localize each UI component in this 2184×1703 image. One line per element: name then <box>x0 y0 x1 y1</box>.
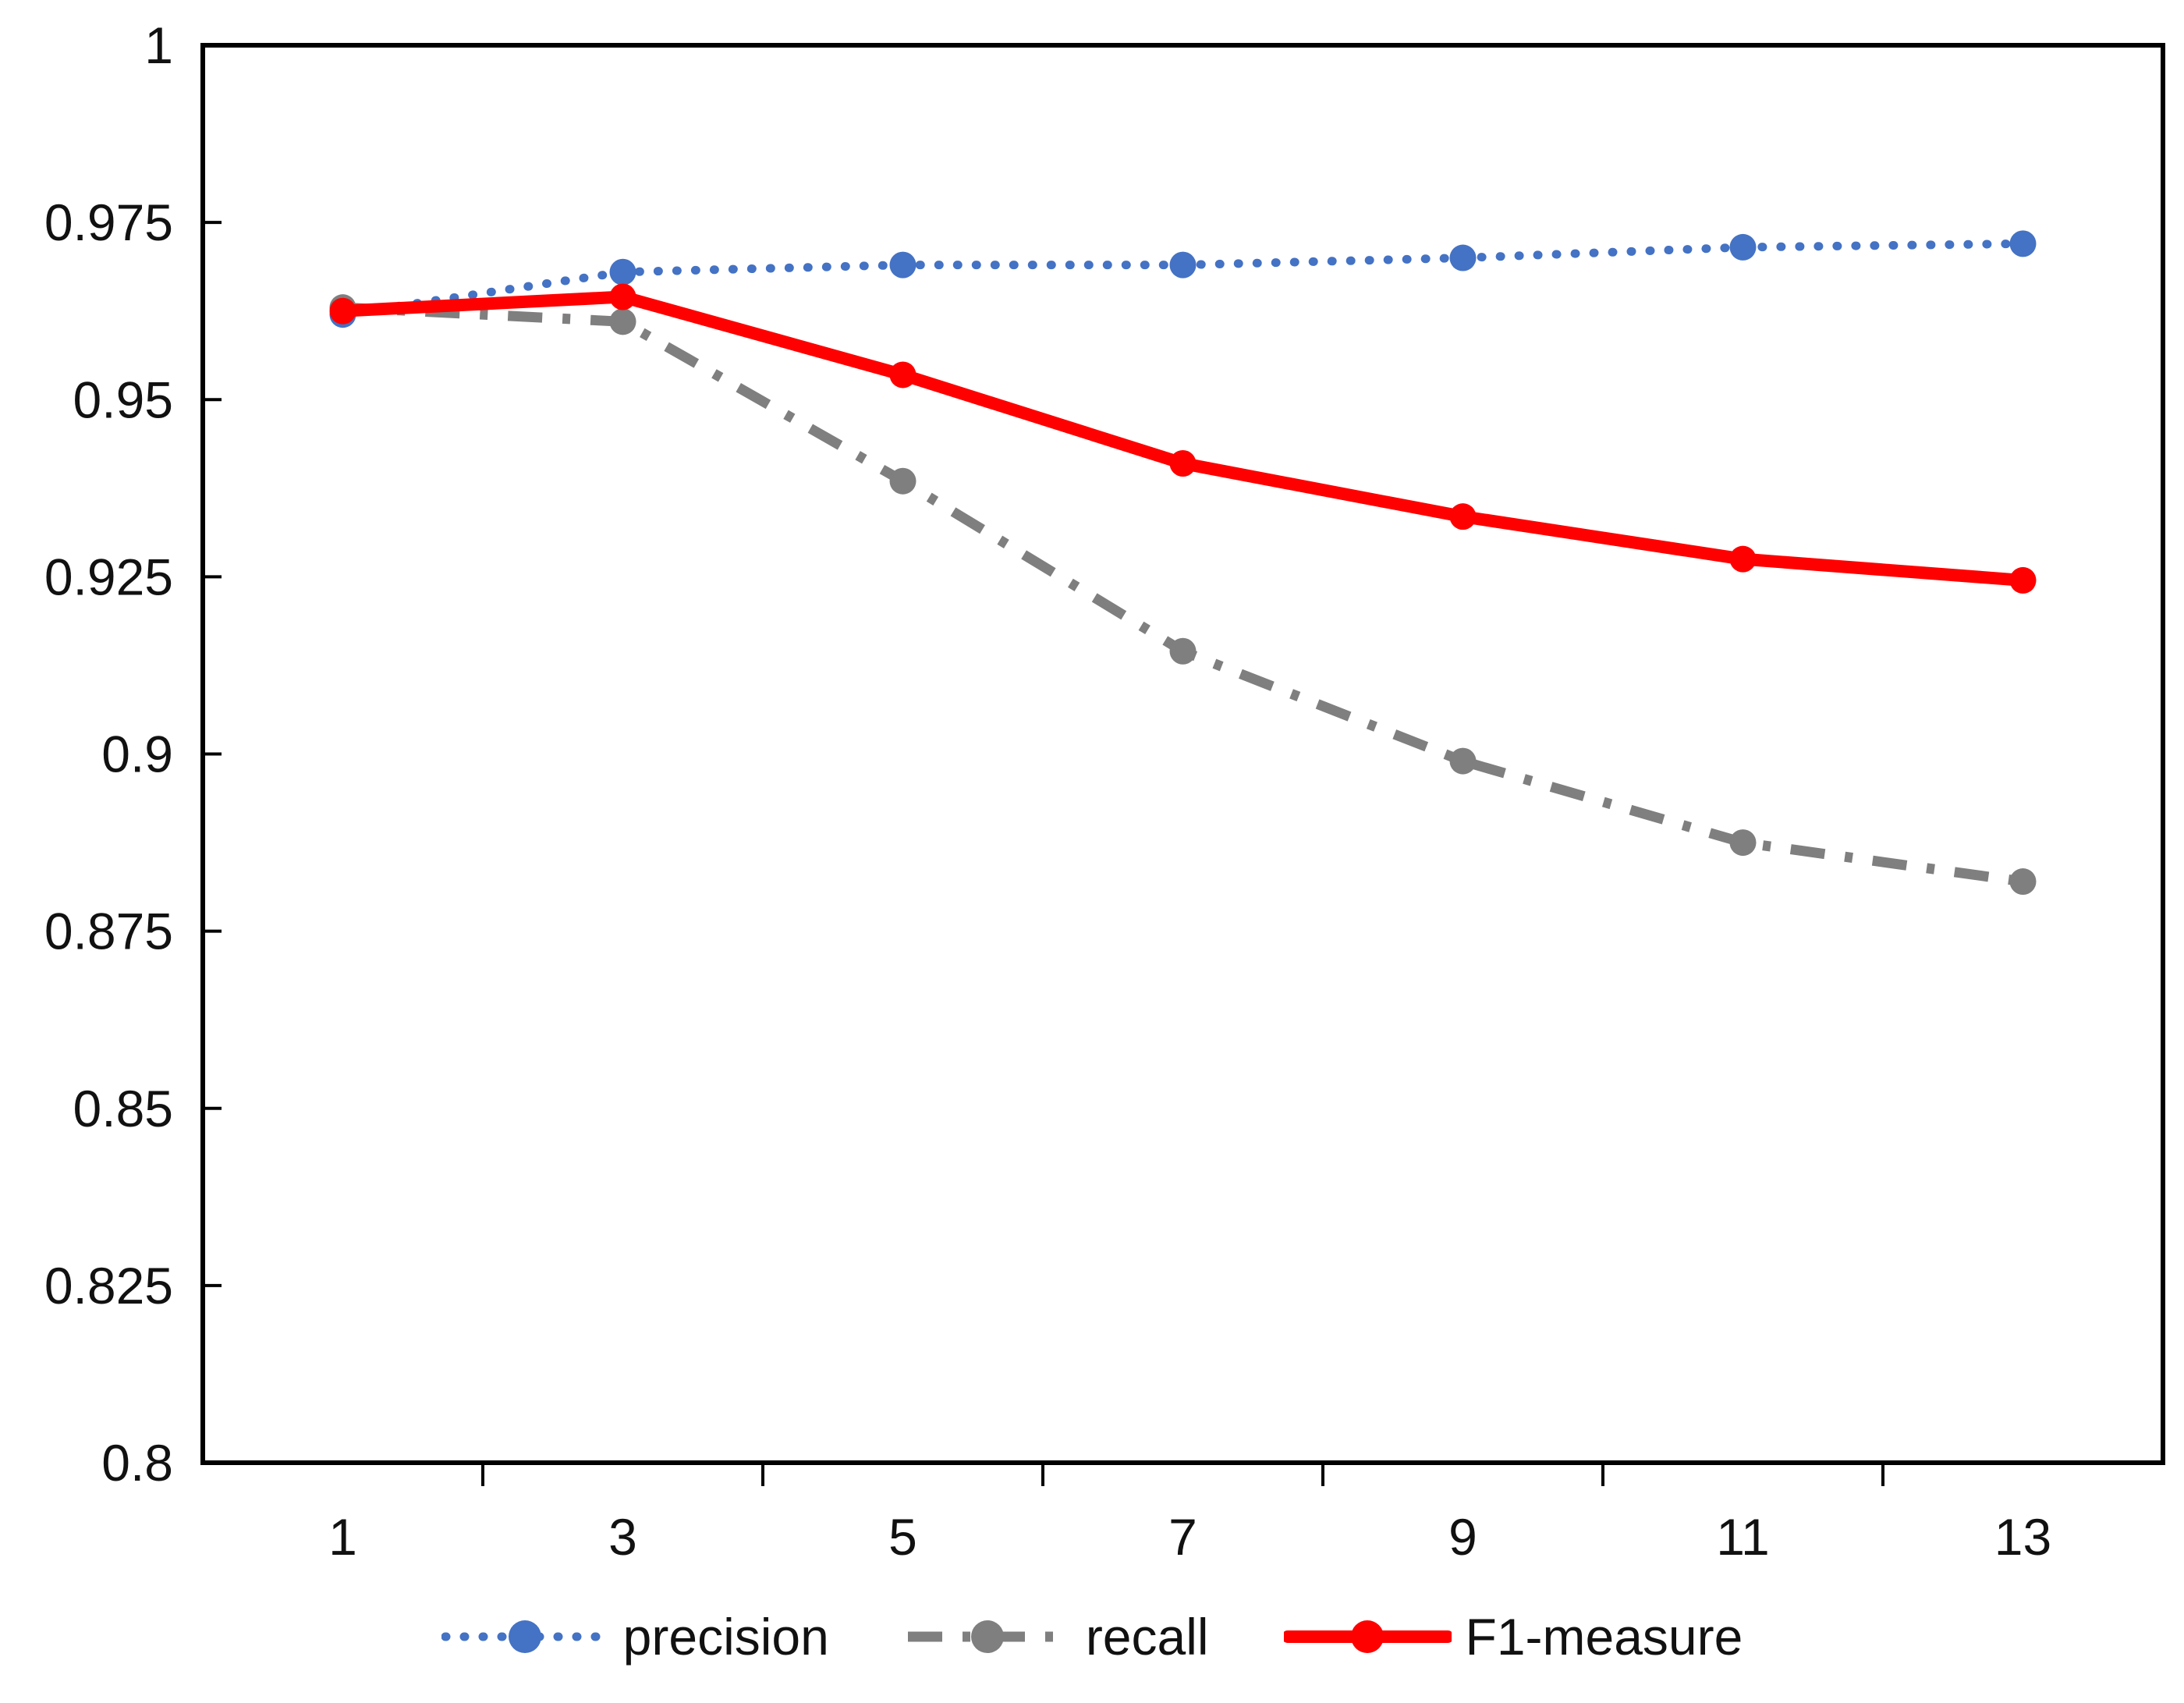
data-point-F1-measure-x9 <box>1449 503 1477 530</box>
y-axis-label: 0.975 <box>44 193 173 251</box>
data-point-precision-x5 <box>889 251 916 279</box>
data-point-recall-x11 <box>1729 829 1757 857</box>
legend-label-recall: recall <box>1085 1608 1209 1666</box>
legend-label-precision: precision <box>622 1608 829 1666</box>
y-axis-label: 0.9 <box>101 726 173 783</box>
data-point-recall-x9 <box>1449 747 1477 775</box>
legend-sample-marker <box>1350 1620 1384 1653</box>
series-line-recall <box>342 302 2024 887</box>
y-axis-label: 0.85 <box>73 1080 173 1137</box>
legend-sample-precision-line <box>441 1620 609 1653</box>
x-axis-label: 7 <box>1168 1508 1197 1566</box>
legend-sample-recall-line <box>907 1620 1068 1653</box>
x-axis-label: 11 <box>1716 1508 1770 1566</box>
data-point-recall-x7 <box>1169 637 1197 665</box>
y-axis-label: 0.825 <box>44 1257 173 1315</box>
legend-item-precision: precision <box>441 1605 829 1668</box>
data-point-F1-measure-x3 <box>609 283 636 310</box>
chart-legend: precision recall F1-measure <box>0 1605 2184 1668</box>
x-axis-label: 5 <box>888 1508 917 1566</box>
x-axis-label: 13 <box>1994 1508 2051 1566</box>
y-axis-label: 0.925 <box>44 548 173 605</box>
y-axis-label: 1 <box>144 16 173 74</box>
data-point-F1-measure-x13 <box>2009 566 2037 594</box>
data-point-precision-x3 <box>609 258 636 286</box>
x-axis-label: 1 <box>328 1508 357 1566</box>
legend-sample-marker <box>970 1620 1004 1653</box>
data-point-recall-x13 <box>2009 868 2037 896</box>
data-point-precision-x9 <box>1449 244 1477 271</box>
data-point-F1-measure-x5 <box>889 361 916 388</box>
data-point-recall-x3 <box>609 308 636 335</box>
data-point-recall-x5 <box>889 467 916 495</box>
y-axis-label: 0.95 <box>73 371 173 428</box>
data-point-F1-measure-x11 <box>1729 545 1757 573</box>
data-point-precision-x13 <box>2009 230 2037 257</box>
data-point-precision-x7 <box>1169 251 1197 279</box>
data-point-F1-measure-x7 <box>1169 450 1197 477</box>
y-axis-label: 0.875 <box>44 903 173 960</box>
data-point-F1-measure-x1 <box>329 297 356 325</box>
series-line-F1-measure <box>336 290 2030 587</box>
legend-item-f1-measure: F1-measure <box>1283 1605 1743 1668</box>
x-axis-label: 3 <box>608 1508 637 1566</box>
x-axis-label: 9 <box>1448 1508 1477 1566</box>
data-point-precision-x11 <box>1729 233 1757 261</box>
legend-item-recall: recall <box>904 1605 1209 1668</box>
legend-sample-f1-measure-line <box>1283 1620 1452 1653</box>
legend-label-f1-measure: F1-measure <box>1465 1608 1743 1666</box>
y-axis-label: 0.8 <box>101 1434 173 1492</box>
legend-sample-marker <box>508 1620 541 1653</box>
